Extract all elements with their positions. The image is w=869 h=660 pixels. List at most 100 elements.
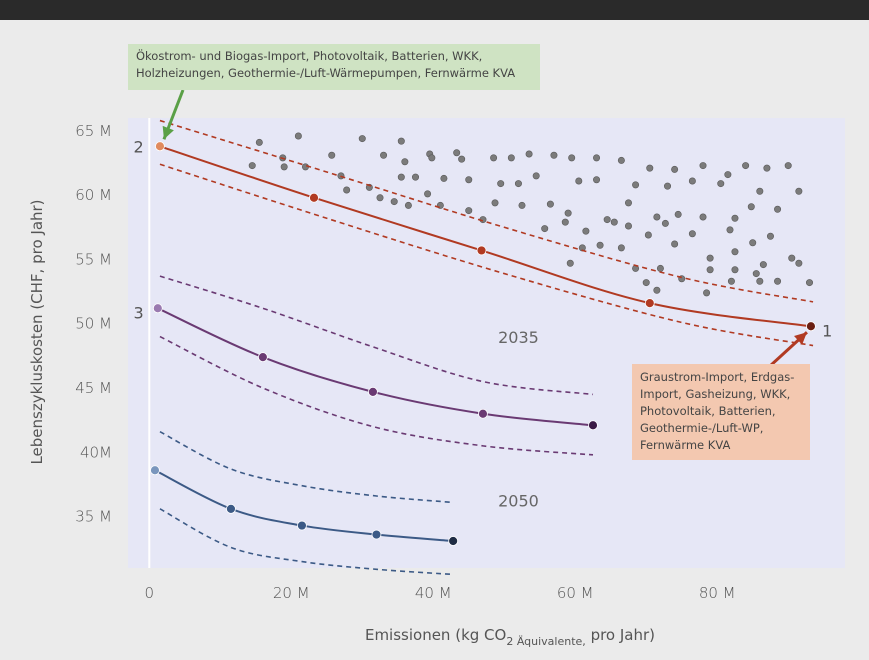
series-labels: 201820352050231 bbox=[134, 138, 833, 511]
marker-2035 bbox=[257, 352, 268, 363]
y-tick-label: 45 M bbox=[75, 379, 112, 397]
scatter-point bbox=[610, 218, 618, 226]
scatter-point bbox=[401, 158, 409, 166]
scatter-point bbox=[532, 172, 540, 180]
scatter-point bbox=[596, 241, 604, 249]
annotation-orange-line-1: Graustrom-Import, Erdgas- bbox=[640, 370, 795, 384]
x-axis-ticks: 0 20 M 40 M 60 M 80 M bbox=[145, 584, 736, 602]
marker-2035 bbox=[368, 386, 378, 397]
scatter-point bbox=[788, 254, 796, 262]
scatter-layer bbox=[248, 132, 814, 297]
x-axis-label-main: Emissionen (kg CO bbox=[365, 626, 506, 644]
scatter-point bbox=[795, 187, 803, 195]
endpoint-label: 2 bbox=[134, 138, 144, 157]
scatter-point bbox=[774, 205, 782, 213]
x-tick-label: 80 M bbox=[699, 584, 736, 602]
scatter-point bbox=[376, 194, 384, 202]
scatter-point bbox=[727, 277, 735, 285]
scatter-point bbox=[624, 222, 632, 230]
scatter-point bbox=[428, 154, 436, 162]
scatter-point bbox=[756, 187, 764, 195]
x-tick-label: 20 M bbox=[273, 584, 310, 602]
scatter-point bbox=[752, 270, 760, 278]
scatter-point bbox=[397, 137, 405, 145]
marker-2035 bbox=[588, 420, 598, 431]
scatter-point bbox=[646, 164, 654, 172]
marker-2018 bbox=[155, 141, 165, 152]
annotation-orange: Graustrom-Import, Erdgas- Import, Gashei… bbox=[632, 364, 810, 460]
scatter-point bbox=[703, 289, 711, 297]
scatter-point bbox=[390, 198, 398, 206]
scatter-point bbox=[514, 180, 522, 188]
scatter-point bbox=[458, 155, 466, 163]
scatter-point bbox=[575, 177, 583, 185]
series-label-2035: 2035 bbox=[498, 328, 539, 347]
scatter-point bbox=[328, 151, 336, 159]
scatter-point bbox=[397, 173, 405, 181]
scatter-point bbox=[763, 164, 771, 172]
marker-2050 bbox=[226, 503, 236, 514]
band-lower-2035 bbox=[159, 335, 594, 456]
marker-2018 bbox=[476, 245, 487, 256]
marker-2035 bbox=[152, 303, 163, 314]
scatter-point bbox=[795, 259, 803, 267]
y-tick-label: 60 M bbox=[75, 186, 112, 204]
scatter-point bbox=[507, 154, 515, 162]
scatter-point bbox=[653, 286, 661, 294]
annotation-orange-line-5: Fernwärme KVA bbox=[640, 438, 731, 452]
scatter-point bbox=[661, 219, 669, 227]
x-axis-label-sub: 2 Äquivalente, bbox=[506, 635, 585, 648]
scatter-point bbox=[688, 177, 696, 185]
y-tick-label: 55 M bbox=[75, 250, 112, 268]
band-upper-2050 bbox=[159, 431, 454, 504]
marker-2050 bbox=[150, 465, 160, 476]
scatter-point bbox=[699, 162, 707, 170]
scatter-point bbox=[541, 225, 549, 233]
marker-2050 bbox=[371, 529, 382, 540]
arrow-green-head bbox=[162, 125, 174, 140]
marker-2018 bbox=[644, 298, 655, 309]
scatter-point bbox=[766, 232, 774, 240]
scatter-point bbox=[653, 213, 661, 221]
scatter-point bbox=[632, 181, 640, 189]
scatter-point bbox=[412, 173, 420, 181]
scatter-point bbox=[358, 135, 366, 143]
scatter-point bbox=[756, 277, 764, 285]
scatter-point bbox=[749, 239, 757, 247]
scatter-point bbox=[731, 214, 739, 222]
scatter-point bbox=[617, 244, 625, 252]
scatter-point bbox=[664, 182, 672, 190]
scatter-point bbox=[343, 186, 351, 194]
arrow-orange-head bbox=[794, 332, 807, 345]
band-layer bbox=[159, 119, 814, 576]
x-axis-label-suffix: pro Jahr) bbox=[586, 626, 655, 644]
scatter-point bbox=[248, 162, 256, 170]
marker-layer bbox=[150, 141, 816, 546]
endpoint-label: 1 bbox=[822, 322, 832, 341]
scatter-point bbox=[671, 240, 679, 248]
scatter-point bbox=[742, 162, 750, 170]
marker-2035 bbox=[478, 408, 488, 419]
scatter-point bbox=[546, 200, 554, 208]
scatter-point bbox=[759, 261, 767, 269]
x-tick-label: 40 M bbox=[415, 584, 452, 602]
scatter-point bbox=[603, 216, 611, 224]
scatter-point bbox=[568, 154, 576, 162]
scatter-point bbox=[644, 231, 652, 239]
scatter-point bbox=[724, 171, 732, 179]
y-axis-ticks: 35 M 40M 45 M 50 M 55 M 60 M 65 M bbox=[75, 122, 112, 526]
annotation-orange-line-3: Photovoltaik, Batterien, bbox=[640, 404, 776, 418]
endpoint-label: 3 bbox=[134, 304, 144, 323]
scatter-point bbox=[465, 207, 473, 215]
scatter-point bbox=[688, 230, 696, 238]
annotation-green-line-1: Ökostrom- und Biogas-Import, Photovoltai… bbox=[136, 49, 483, 63]
scatter-point bbox=[674, 210, 682, 218]
y-tick-label: 65 M bbox=[75, 122, 112, 140]
scatter-point bbox=[280, 163, 288, 171]
annotation-orange-line-4: Geothermie-/Luft-WP, bbox=[640, 421, 764, 435]
x-tick-label: 60 M bbox=[557, 584, 594, 602]
band-upper-2018 bbox=[159, 119, 814, 303]
scatter-point bbox=[747, 203, 755, 211]
scatter-point bbox=[491, 199, 499, 207]
